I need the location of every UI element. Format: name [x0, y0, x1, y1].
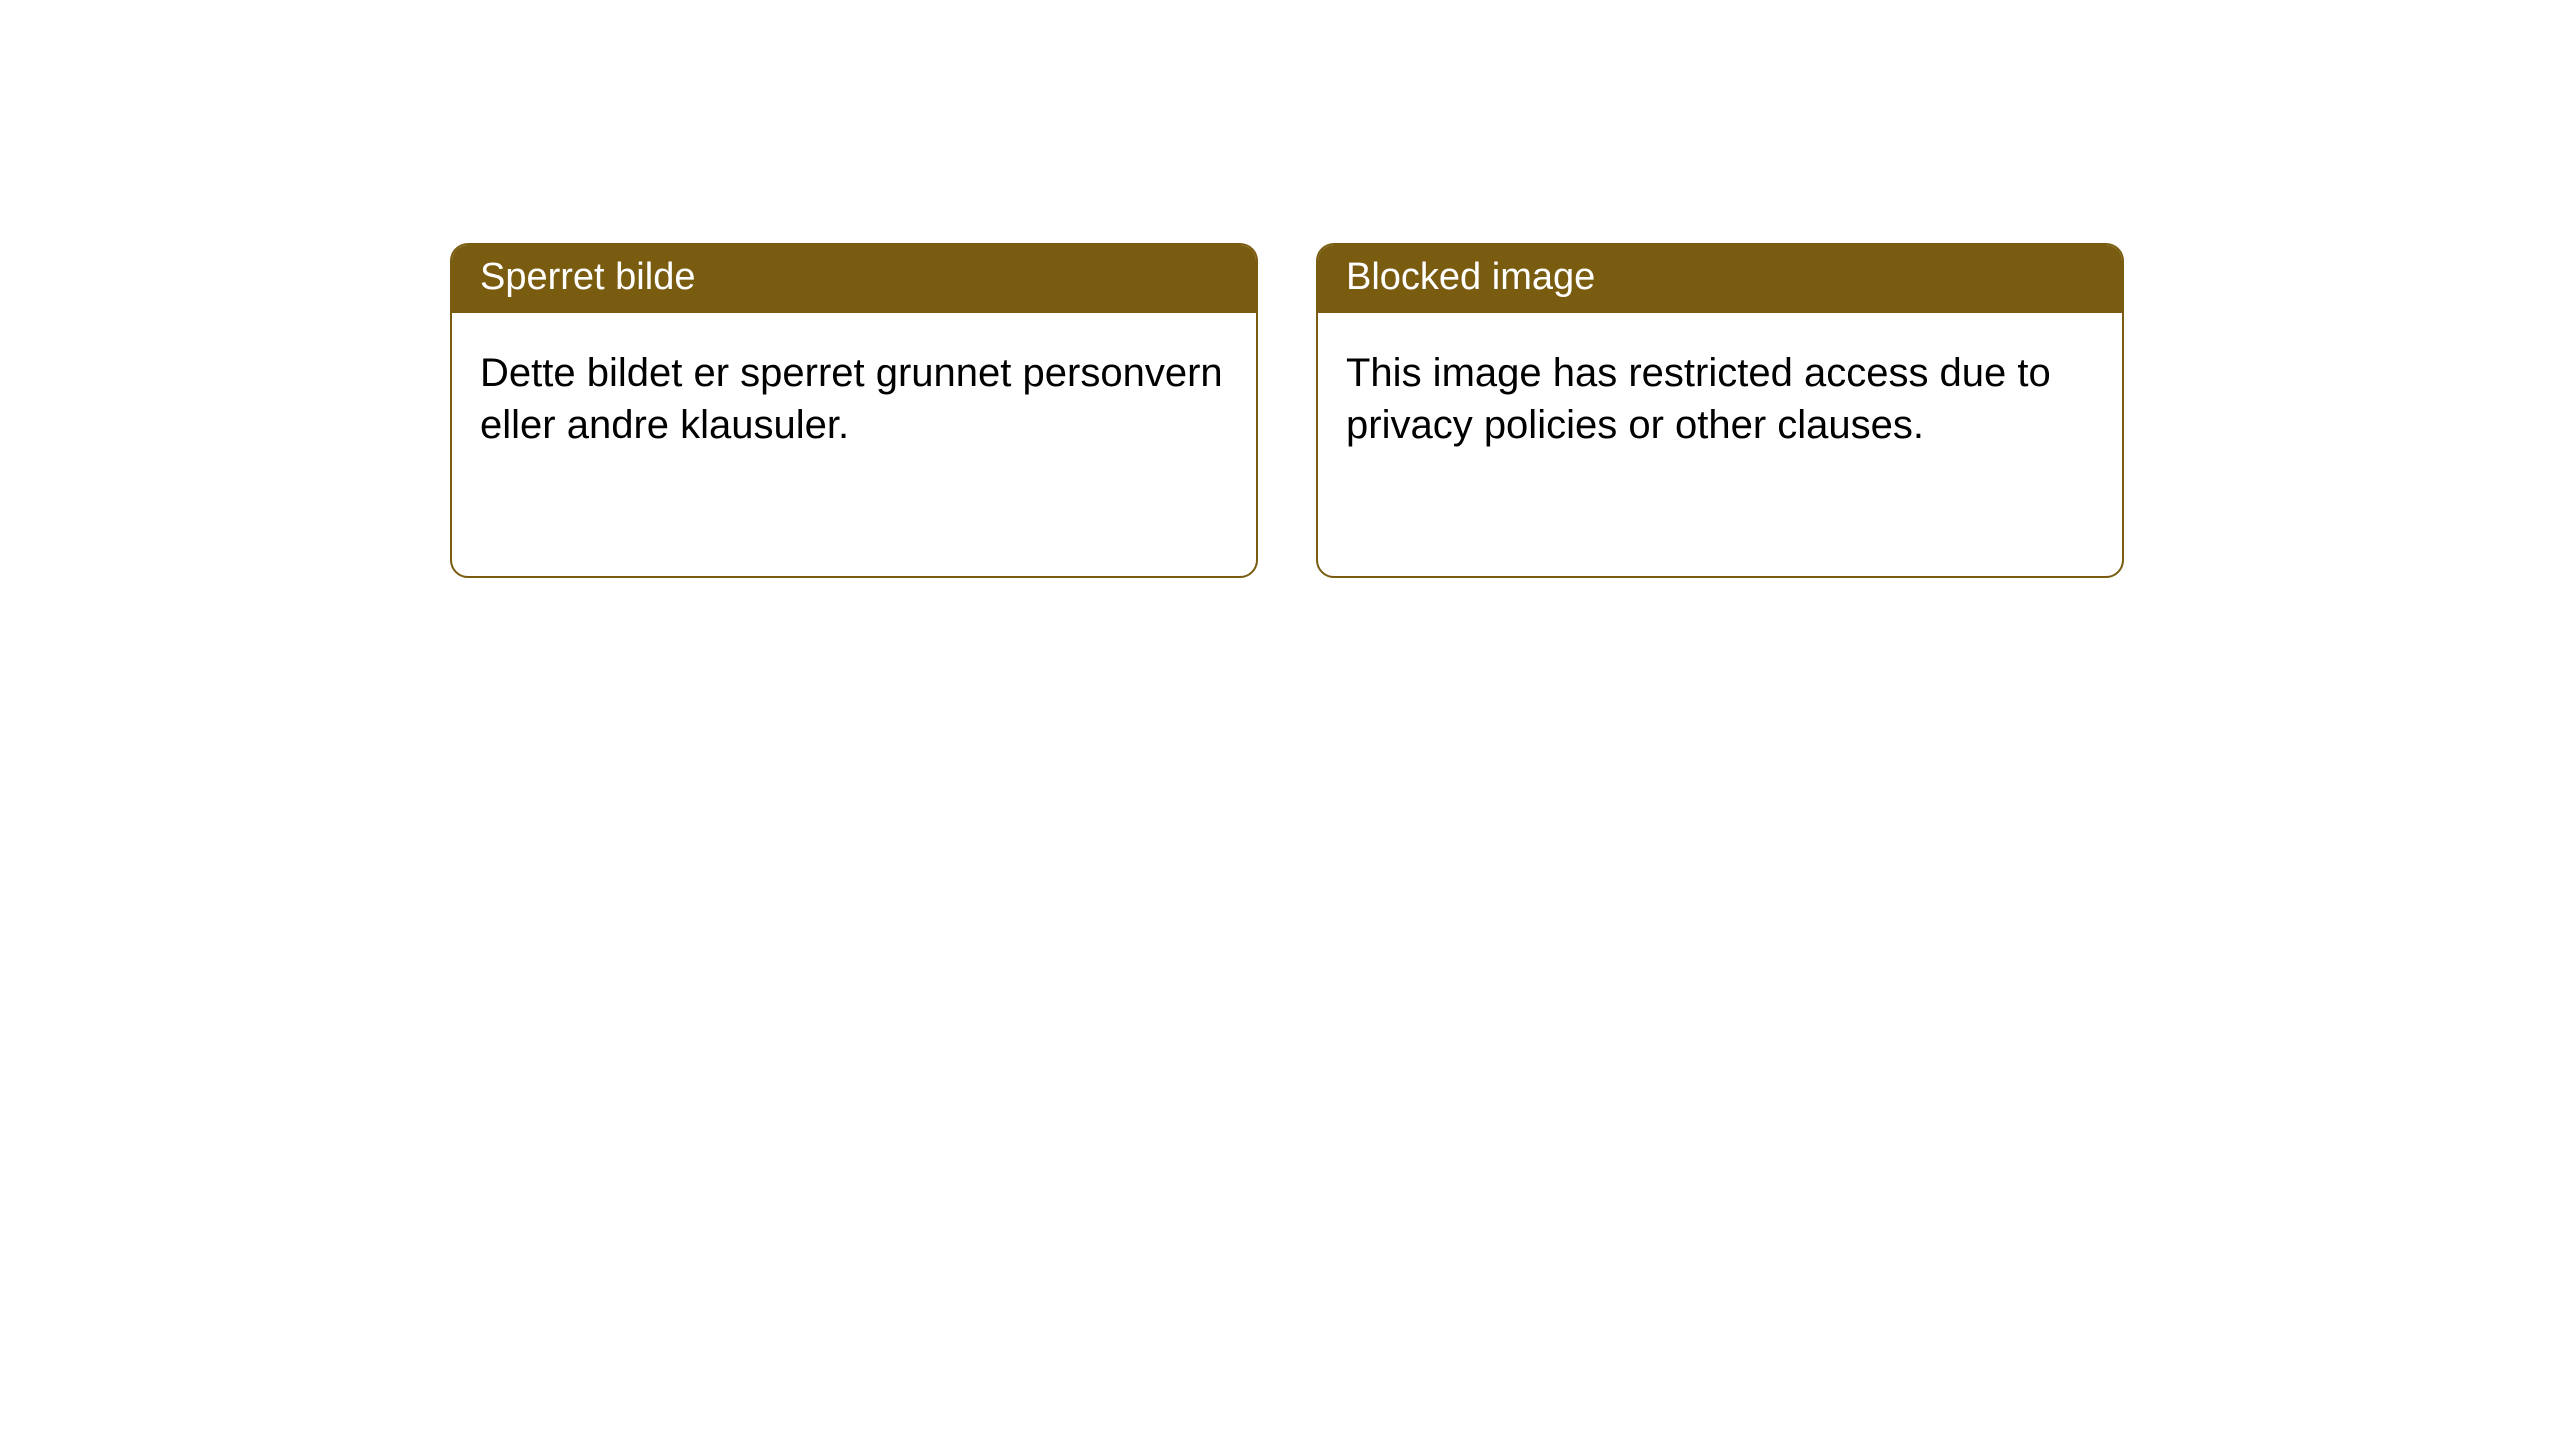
card-body-text: This image has restricted access due to …	[1346, 351, 2051, 448]
card-body: This image has restricted access due to …	[1318, 313, 2122, 481]
notice-card-norwegian: Sperret bilde Dette bildet er sperret gr…	[450, 243, 1258, 578]
card-title: Sperret bilde	[480, 256, 695, 298]
card-title: Blocked image	[1346, 256, 1595, 298]
card-header: Blocked image	[1318, 245, 2122, 313]
notice-container: Sperret bilde Dette bildet er sperret gr…	[0, 0, 2560, 578]
card-body-text: Dette bildet er sperret grunnet personve…	[480, 351, 1223, 448]
card-body: Dette bildet er sperret grunnet personve…	[452, 313, 1256, 481]
notice-card-english: Blocked image This image has restricted …	[1316, 243, 2124, 578]
card-header: Sperret bilde	[452, 245, 1256, 313]
